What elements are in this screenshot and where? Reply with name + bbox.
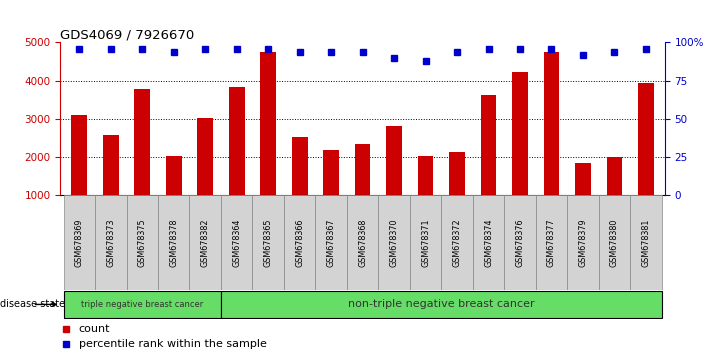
Text: GSM678372: GSM678372 <box>452 218 461 267</box>
FancyBboxPatch shape <box>599 195 630 290</box>
Text: GSM678365: GSM678365 <box>264 218 273 267</box>
FancyBboxPatch shape <box>410 195 442 290</box>
Bar <box>292 137 308 233</box>
FancyBboxPatch shape <box>630 195 662 290</box>
Bar <box>544 52 560 233</box>
Bar <box>355 144 370 233</box>
FancyBboxPatch shape <box>63 291 221 318</box>
Text: GSM678379: GSM678379 <box>579 218 587 267</box>
Bar <box>449 153 465 233</box>
Bar <box>71 115 87 233</box>
Bar <box>606 156 622 233</box>
Text: GSM678375: GSM678375 <box>138 218 146 267</box>
Text: GSM678364: GSM678364 <box>232 218 241 267</box>
Bar <box>229 87 245 233</box>
FancyBboxPatch shape <box>284 195 316 290</box>
FancyBboxPatch shape <box>63 195 95 290</box>
Text: disease state: disease state <box>0 299 65 309</box>
Text: GSM678367: GSM678367 <box>326 218 336 267</box>
Text: GSM678378: GSM678378 <box>169 218 178 267</box>
Text: GSM678380: GSM678380 <box>610 218 619 267</box>
Bar <box>134 88 150 233</box>
Text: GSM678371: GSM678371 <box>421 218 430 267</box>
Text: GDS4069 / 7926670: GDS4069 / 7926670 <box>60 28 195 41</box>
FancyBboxPatch shape <box>221 195 252 290</box>
Bar <box>198 118 213 233</box>
FancyBboxPatch shape <box>252 195 284 290</box>
FancyBboxPatch shape <box>504 195 535 290</box>
FancyBboxPatch shape <box>378 195 410 290</box>
Text: GSM678369: GSM678369 <box>75 218 84 267</box>
Text: GSM678377: GSM678377 <box>547 218 556 267</box>
Bar <box>512 72 528 233</box>
FancyBboxPatch shape <box>95 195 127 290</box>
FancyBboxPatch shape <box>127 195 158 290</box>
Text: GSM678376: GSM678376 <box>515 218 525 267</box>
FancyBboxPatch shape <box>347 195 378 290</box>
Text: GSM678381: GSM678381 <box>641 218 651 267</box>
FancyBboxPatch shape <box>442 195 473 290</box>
Bar <box>417 156 434 233</box>
Text: GSM678366: GSM678366 <box>295 218 304 267</box>
FancyBboxPatch shape <box>535 195 567 290</box>
Text: GSM678370: GSM678370 <box>390 218 399 267</box>
Text: GSM678368: GSM678368 <box>358 218 367 267</box>
Bar <box>103 135 119 233</box>
Bar <box>481 95 496 233</box>
Bar <box>638 83 654 233</box>
FancyBboxPatch shape <box>567 195 599 290</box>
Text: non-triple negative breast cancer: non-triple negative breast cancer <box>348 299 535 309</box>
Bar <box>575 164 591 233</box>
Bar <box>260 52 276 233</box>
Bar <box>386 126 402 233</box>
Bar <box>324 150 339 233</box>
FancyBboxPatch shape <box>473 195 504 290</box>
Text: triple negative breast cancer: triple negative breast cancer <box>81 300 203 309</box>
Text: percentile rank within the sample: percentile rank within the sample <box>79 339 267 349</box>
FancyBboxPatch shape <box>190 195 221 290</box>
Text: GSM678373: GSM678373 <box>107 218 115 267</box>
FancyBboxPatch shape <box>158 195 190 290</box>
Text: count: count <box>79 324 110 333</box>
FancyBboxPatch shape <box>316 195 347 290</box>
Text: GSM678374: GSM678374 <box>484 218 493 267</box>
FancyBboxPatch shape <box>221 291 662 318</box>
Bar <box>166 156 181 233</box>
Text: GSM678382: GSM678382 <box>201 218 210 267</box>
